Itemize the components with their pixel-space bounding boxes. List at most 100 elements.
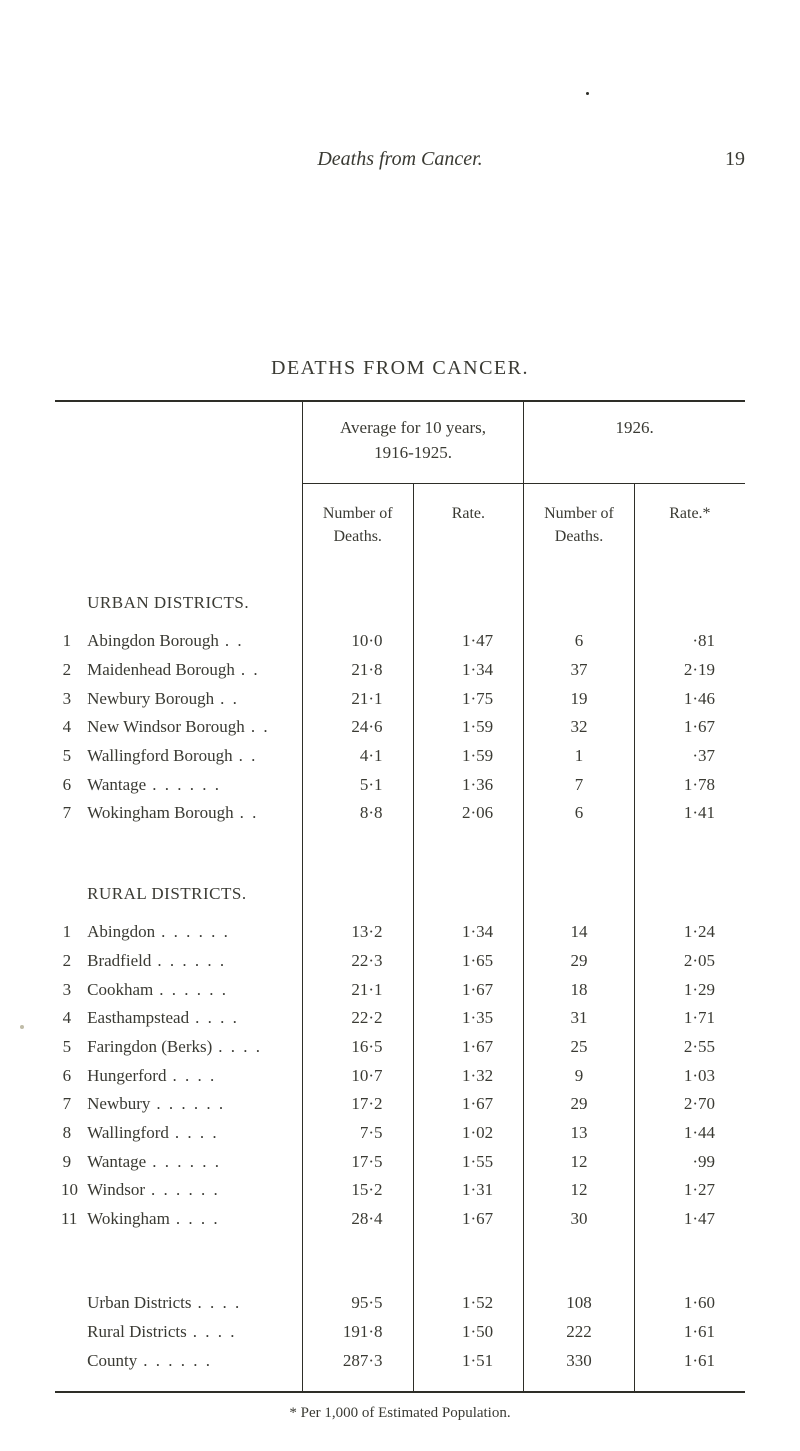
cell-avg-rate: 1·51 xyxy=(413,1347,524,1376)
cell-avg-number: 15·2 xyxy=(302,1176,413,1205)
cell-year-number: 19 xyxy=(524,685,635,714)
table-row: 5Faringdon (Berks). . . .16·51·67252·55 xyxy=(55,1033,745,1062)
table-row: 6Wantage. . . . . .5·11·3671·78 xyxy=(55,771,745,800)
cell-year-number: 14 xyxy=(524,918,635,947)
leader-dots: . . xyxy=(240,803,259,822)
cell-avg-rate: 1·67 xyxy=(413,976,524,1005)
cell-year-rate: 1·41 xyxy=(634,799,745,828)
row-index: 2 xyxy=(55,656,81,685)
table-total-row: Urban Districts. . . .95·51·521081·60 xyxy=(55,1265,745,1318)
cell-avg-rate: 1·47 xyxy=(413,627,524,656)
row-index: 1 xyxy=(55,918,81,947)
cell-year-rate: 1·24 xyxy=(634,918,745,947)
cell-avg-number: 22·2 xyxy=(302,1004,413,1033)
leader-dots: . . . . . . xyxy=(159,980,228,999)
table-spacer xyxy=(55,828,745,844)
district-block-title: URBAN DISTRICTS. xyxy=(87,593,249,612)
table-row: 1Abingdon Borough. .10·01·476·81 xyxy=(55,627,745,656)
cell-year-number: 25 xyxy=(524,1033,635,1062)
cell-avg-rate: 1·34 xyxy=(413,918,524,947)
cell-year-rate: 1·46 xyxy=(634,685,745,714)
cell-year-number: 31 xyxy=(524,1004,635,1033)
cell-avg-rate: 1·52 xyxy=(413,1265,524,1318)
cell-year-rate: 1·44 xyxy=(634,1119,745,1148)
table-spacer xyxy=(55,844,745,860)
page-artifact-dot xyxy=(586,92,589,95)
row-index: 8 xyxy=(55,1119,81,1148)
table-body: URBAN DISTRICTS. 1Abingdon Borough. .10·0… xyxy=(55,569,745,1392)
row-index: 5 xyxy=(55,1033,81,1062)
district-name: Wantage xyxy=(87,1152,146,1171)
table-header-group: Average for 10 years, 1916-1925. 1926. xyxy=(55,402,745,484)
district-name: Abingdon xyxy=(87,922,155,941)
cell-year-rate: 1·47 xyxy=(634,1205,745,1234)
cell-year-number: 1 xyxy=(524,742,635,771)
cell-avg-number: 16·5 xyxy=(302,1033,413,1062)
cell-avg-rate: 1·02 xyxy=(413,1119,524,1148)
leader-dots: . . . . . . xyxy=(152,775,221,794)
table-spacer xyxy=(55,1375,745,1391)
total-name: County xyxy=(87,1351,137,1370)
cell-year-rate: 1·71 xyxy=(634,1004,745,1033)
row-index: 9 xyxy=(55,1148,81,1177)
cell-avg-rate: 1·50 xyxy=(413,1318,524,1347)
leader-dots: . . . . xyxy=(197,1293,241,1312)
leader-dots: . . . . . . xyxy=(152,1152,221,1171)
cell-avg-number: 17·2 xyxy=(302,1090,413,1119)
district-name: Maidenhead Borough xyxy=(87,660,235,679)
cell-year-rate: 1·67 xyxy=(634,713,745,742)
cancer-deaths-table: Average for 10 years, 1916-1925. 1926. N… xyxy=(55,402,745,1391)
cell-year-number: 32 xyxy=(524,713,635,742)
table-row: 2Maidenhead Borough. .21·81·34372·19 xyxy=(55,656,745,685)
cell-year-number: 12 xyxy=(524,1176,635,1205)
cell-avg-number: 24·6 xyxy=(302,713,413,742)
cell-year-rate: 1·03 xyxy=(634,1062,745,1091)
table-row: 11Wokingham. . . .28·41·67301·47 xyxy=(55,1205,745,1234)
district-name: Newbury xyxy=(87,1094,150,1113)
cell-year-rate: ·37 xyxy=(634,742,745,771)
district-block-header: URBAN DISTRICTS. xyxy=(55,569,745,628)
cell-avg-rate: 1·59 xyxy=(413,742,524,771)
leader-dots: . . xyxy=(239,746,258,765)
leader-dots: . . xyxy=(251,717,270,736)
cell-year-rate: 2·55 xyxy=(634,1033,745,1062)
table-spacer xyxy=(55,1233,745,1249)
cell-year-rate: 1·60 xyxy=(634,1265,745,1318)
col-group-year: 1926. xyxy=(524,402,745,484)
leader-dots: . . . . xyxy=(172,1066,216,1085)
table-row: 8Wallingford. . . .7·51·02131·44 xyxy=(55,1119,745,1148)
cell-year-rate: 1·78 xyxy=(634,771,745,800)
cell-year-number: 6 xyxy=(524,627,635,656)
district-name: Windsor xyxy=(87,1180,145,1199)
cell-year-rate: 1·27 xyxy=(634,1176,745,1205)
district-block-title: RURAL DISTRICTS. xyxy=(87,884,246,903)
cell-avg-number: 7·5 xyxy=(302,1119,413,1148)
district-name: New Windsor Borough xyxy=(87,717,245,736)
cell-avg-rate: 1·67 xyxy=(413,1090,524,1119)
leader-dots: . . . . xyxy=(193,1322,237,1341)
cell-year-number: 12 xyxy=(524,1148,635,1177)
col-rate-a: Rate. xyxy=(413,484,524,569)
cell-avg-number: 5·1 xyxy=(302,771,413,800)
row-index: 1 xyxy=(55,627,81,656)
cell-year-rate: 2·05 xyxy=(634,947,745,976)
cell-avg-rate: 1·34 xyxy=(413,656,524,685)
leader-dots: . . . . xyxy=(176,1209,220,1228)
table-row: 1Abingdon. . . . . .13·21·34141·24 xyxy=(55,918,745,947)
cell-avg-number: 21·8 xyxy=(302,656,413,685)
cell-avg-number: 28·4 xyxy=(302,1205,413,1234)
cell-year-number: 6 xyxy=(524,799,635,828)
district-block-header: RURAL DISTRICTS. xyxy=(55,860,745,919)
cell-avg-number: 10·7 xyxy=(302,1062,413,1091)
footnote: * Per 1,000 of Estimated Population. xyxy=(55,1405,745,1422)
cell-avg-rate: 1·35 xyxy=(413,1004,524,1033)
cell-year-number: 29 xyxy=(524,947,635,976)
bottom-rule xyxy=(55,1391,745,1393)
district-name: Easthampstead xyxy=(87,1008,189,1027)
row-index: 6 xyxy=(55,771,81,800)
leader-dots: . . . . . . xyxy=(156,1094,225,1113)
cell-avg-rate: 1·67 xyxy=(413,1205,524,1234)
cell-year-rate: ·81 xyxy=(634,627,745,656)
cell-year-number: 9 xyxy=(524,1062,635,1091)
table-row: 10Windsor. . . . . .15·21·31121·27 xyxy=(55,1176,745,1205)
